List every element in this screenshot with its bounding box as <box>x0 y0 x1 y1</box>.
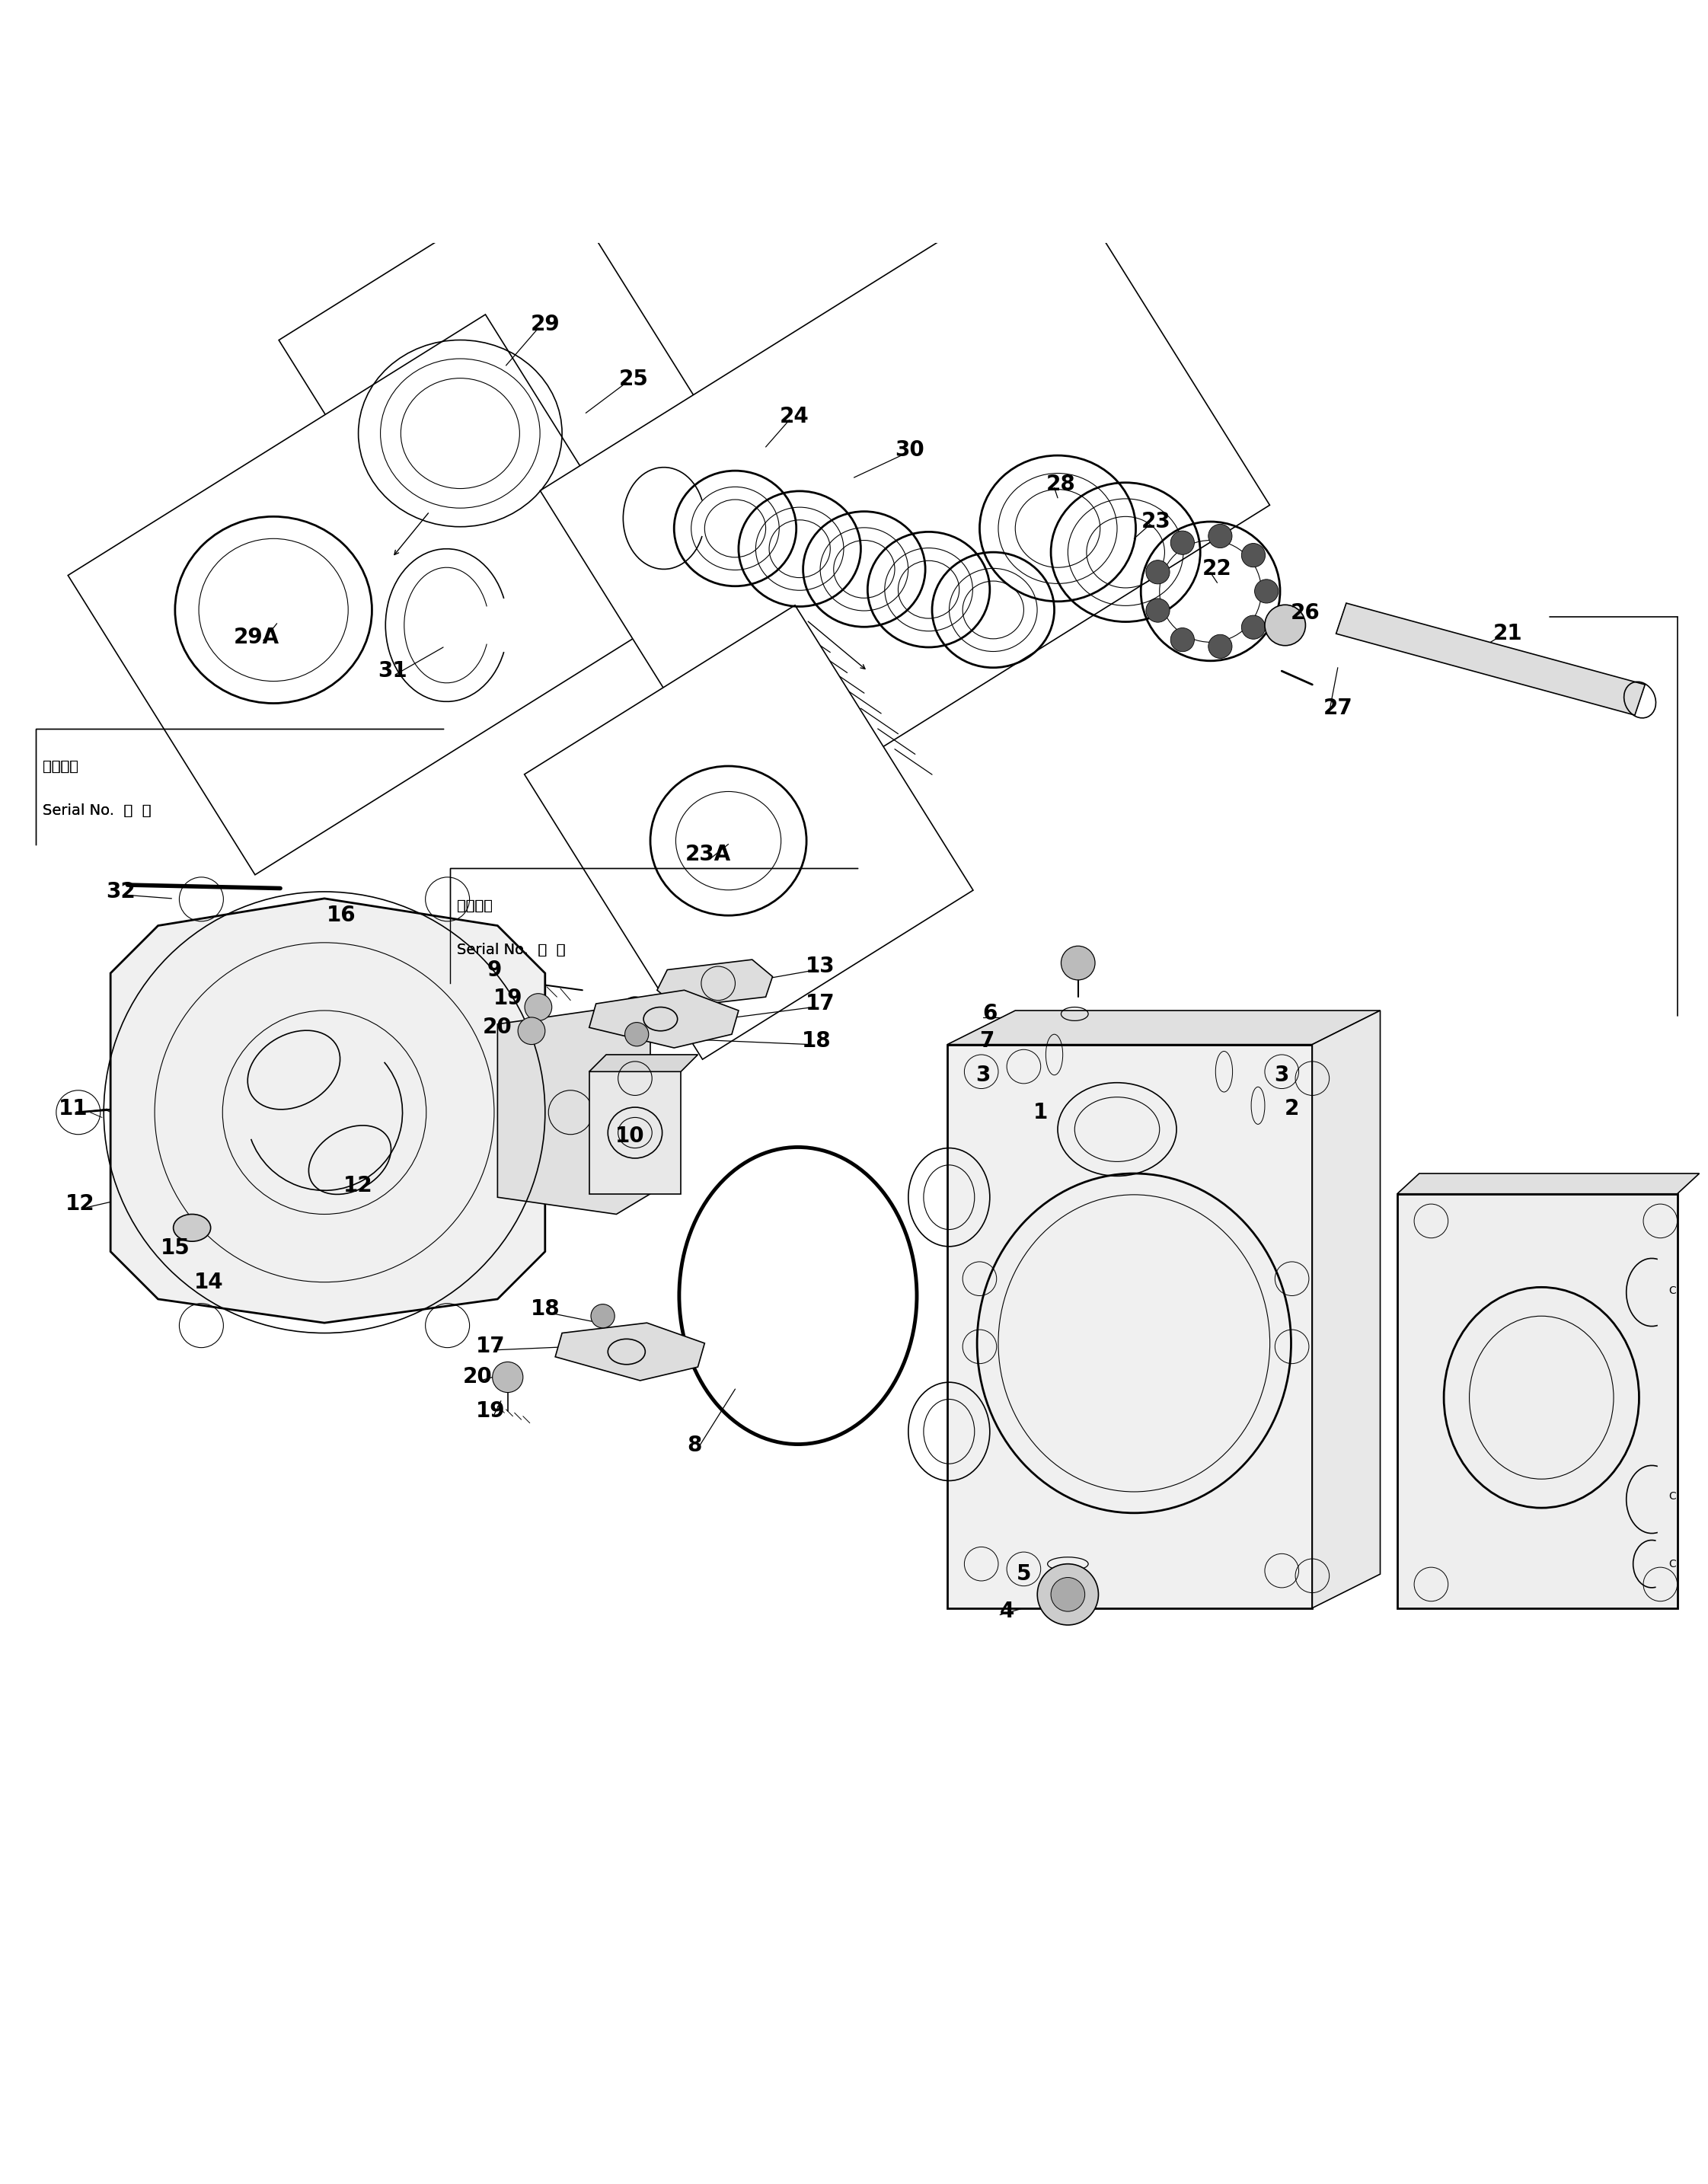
Text: 3: 3 <box>975 1064 991 1085</box>
Circle shape <box>1242 616 1266 640</box>
Text: C: C <box>1669 1284 1676 1295</box>
Polygon shape <box>589 989 738 1048</box>
Polygon shape <box>68 314 673 876</box>
Text: 11: 11 <box>58 1099 87 1120</box>
Circle shape <box>1266 605 1305 646</box>
Text: Serial No.  ・  ～: Serial No. ・ ～ <box>43 804 150 817</box>
Circle shape <box>1208 524 1231 548</box>
Text: 24: 24 <box>781 406 810 428</box>
Polygon shape <box>278 168 750 657</box>
Circle shape <box>518 1018 545 1044</box>
Text: 20: 20 <box>463 1367 492 1387</box>
Circle shape <box>1170 531 1194 555</box>
Text: 31: 31 <box>377 660 407 681</box>
Text: 17: 17 <box>806 994 835 1013</box>
Text: 2: 2 <box>1284 1099 1300 1120</box>
Text: 17: 17 <box>477 1337 506 1356</box>
Text: 23: 23 <box>1141 511 1172 533</box>
Circle shape <box>1242 544 1266 568</box>
Text: 15: 15 <box>161 1238 190 1258</box>
Text: C: C <box>1669 1492 1676 1500</box>
Text: 4: 4 <box>999 1601 1015 1623</box>
Text: 30: 30 <box>895 439 924 461</box>
Polygon shape <box>111 898 545 1324</box>
Text: 27: 27 <box>1324 697 1353 719</box>
Text: 32: 32 <box>106 880 135 902</box>
Circle shape <box>1208 636 1231 657</box>
Polygon shape <box>948 1044 1312 1607</box>
Text: Serial No.  ・  ～: Serial No. ・ ～ <box>456 943 565 957</box>
Polygon shape <box>1397 1195 1677 1607</box>
Polygon shape <box>589 1072 681 1195</box>
Text: 18: 18 <box>531 1299 560 1319</box>
Text: 6: 6 <box>982 1002 997 1024</box>
Circle shape <box>622 996 649 1024</box>
Text: C: C <box>1669 1559 1676 1570</box>
Text: 適用号機: 適用号機 <box>456 898 492 913</box>
Text: 適用号機: 適用号機 <box>43 760 79 773</box>
Circle shape <box>492 1363 523 1393</box>
Text: 28: 28 <box>1047 474 1076 496</box>
Circle shape <box>1050 1577 1085 1612</box>
Circle shape <box>524 994 552 1020</box>
Circle shape <box>1146 598 1170 622</box>
Polygon shape <box>555 1324 705 1380</box>
Polygon shape <box>1397 1173 1699 1195</box>
Polygon shape <box>1312 1011 1380 1607</box>
Text: 19: 19 <box>477 1400 506 1422</box>
Text: 29A: 29A <box>234 627 280 649</box>
Text: 14: 14 <box>195 1271 224 1293</box>
Circle shape <box>1146 561 1170 583</box>
Polygon shape <box>948 1011 1380 1044</box>
Polygon shape <box>589 1055 699 1072</box>
Circle shape <box>1255 579 1278 603</box>
Ellipse shape <box>173 1214 210 1241</box>
Text: 16: 16 <box>326 904 355 926</box>
Text: 21: 21 <box>1493 622 1522 644</box>
Polygon shape <box>1336 603 1645 714</box>
Text: 12: 12 <box>65 1192 94 1214</box>
Circle shape <box>1061 946 1095 981</box>
Circle shape <box>1170 627 1194 651</box>
Text: 12: 12 <box>343 1175 372 1197</box>
Text: 8: 8 <box>687 1435 702 1457</box>
Text: 23A: 23A <box>685 843 731 865</box>
Polygon shape <box>540 166 1269 830</box>
Text: 10: 10 <box>615 1125 644 1147</box>
Text: 18: 18 <box>803 1031 832 1053</box>
Text: 9: 9 <box>487 959 502 981</box>
Text: 3: 3 <box>1274 1064 1290 1085</box>
Polygon shape <box>658 959 772 1007</box>
Text: 19: 19 <box>494 987 523 1009</box>
Text: 適用号機: 適用号機 <box>456 898 492 913</box>
Text: 1: 1 <box>1033 1101 1049 1123</box>
Circle shape <box>625 1022 649 1046</box>
Text: Serial No.  ・  ～: Serial No. ・ ～ <box>456 943 565 957</box>
Text: 13: 13 <box>806 957 835 976</box>
Text: 20: 20 <box>483 1018 512 1037</box>
Text: 適用号機: 適用号機 <box>43 760 79 773</box>
Polygon shape <box>497 1007 651 1214</box>
Polygon shape <box>524 605 974 1059</box>
Text: 7: 7 <box>979 1031 994 1053</box>
Circle shape <box>1037 1564 1098 1625</box>
Text: 25: 25 <box>618 369 647 389</box>
Text: Serial No.  ・  ～: Serial No. ・ ～ <box>43 804 150 817</box>
Text: 22: 22 <box>1202 559 1231 579</box>
Text: 29: 29 <box>531 314 560 336</box>
Text: 5: 5 <box>1016 1564 1032 1586</box>
Circle shape <box>591 1304 615 1328</box>
Text: 26: 26 <box>1291 603 1320 625</box>
